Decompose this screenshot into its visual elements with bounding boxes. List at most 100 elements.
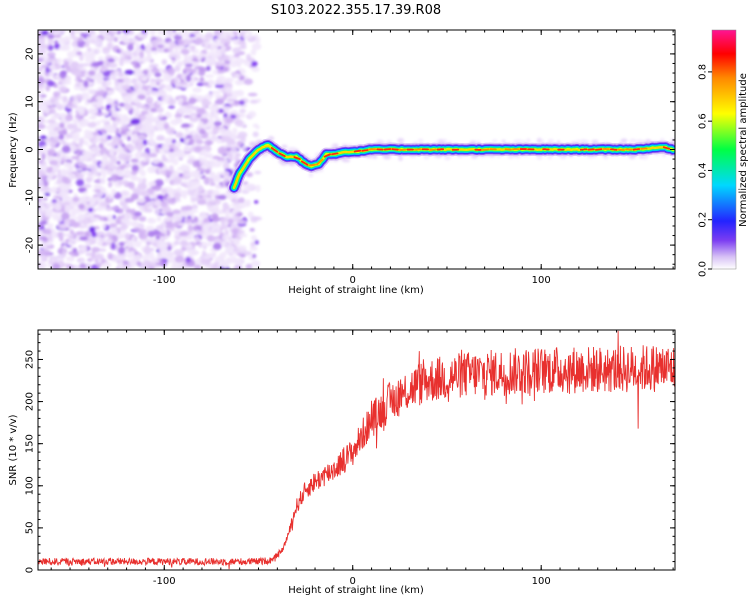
noise-speckle — [84, 140, 89, 146]
noise-speckle — [131, 170, 138, 176]
noise-speckle — [157, 44, 165, 49]
noise-speckle — [249, 228, 255, 232]
noise-speckle — [184, 55, 189, 61]
noise-speckle — [126, 143, 133, 149]
noise-speckle — [149, 137, 154, 143]
noise-speckle — [214, 83, 225, 89]
noise-speckle — [46, 80, 55, 87]
noise-speckle — [124, 170, 132, 177]
noise-speckle — [81, 63, 91, 67]
noise-speckle — [103, 160, 112, 165]
colorbar-ticks: 0.0 0.2 0.4 0.6 0.8 — [698, 64, 712, 277]
noise-speckle — [222, 162, 230, 170]
noise-speckle — [157, 233, 166, 237]
noise-speckle — [88, 70, 96, 76]
noise-speckle — [75, 231, 86, 236]
noise-speckle — [140, 190, 150, 197]
noise-speckle — [163, 169, 173, 177]
ridge-core-segment — [579, 148, 588, 151]
noise-speckle — [161, 30, 171, 37]
noise-speckle — [166, 67, 176, 75]
noise-speckle — [52, 165, 59, 173]
noise-speckle — [130, 60, 139, 66]
noise-speckle — [40, 187, 50, 192]
noise-speckle — [111, 71, 119, 75]
noise-speckle — [64, 155, 70, 160]
noise-speckle — [196, 82, 204, 87]
noise-speckle — [111, 188, 117, 196]
noise-speckle — [95, 95, 105, 102]
colorbar-tick-label: 0.4 — [698, 162, 709, 178]
colorbar-frame — [711, 29, 737, 270]
noise-speckle — [217, 69, 225, 74]
noise-speckle — [174, 141, 182, 148]
noise-speckle — [84, 56, 95, 63]
snr-xtick-label: 0 — [350, 576, 356, 587]
noise-speckle — [78, 154, 89, 162]
noise-speckle — [39, 204, 46, 212]
noise-speckle — [83, 43, 90, 48]
noise-speckle — [168, 52, 177, 58]
noise-speckle — [209, 171, 216, 178]
noise-speckle — [142, 177, 147, 185]
noise-speckle — [173, 76, 180, 84]
noise-speckle — [146, 96, 153, 102]
snr-ytick-label: 50 — [25, 522, 36, 535]
noise-speckle — [184, 63, 194, 67]
noise-speckle — [192, 87, 202, 93]
noise-speckle — [167, 84, 173, 92]
noise-speckle — [88, 207, 94, 213]
noise-speckle — [75, 167, 84, 172]
noise-speckle — [50, 256, 56, 263]
noise-speckle — [234, 155, 240, 162]
noise-speckle — [193, 235, 201, 242]
noise-speckle — [188, 249, 199, 257]
noise-speckle — [111, 214, 117, 220]
noise-speckle — [214, 137, 221, 142]
noise-speckle — [162, 48, 171, 53]
noise-speckle — [111, 105, 116, 113]
noise-speckle — [144, 46, 152, 55]
noise-speckle — [149, 255, 156, 261]
noise-speckle — [91, 33, 98, 41]
noise-speckle — [78, 36, 84, 42]
noise-speckle — [118, 241, 125, 247]
noise-speckle — [224, 172, 230, 177]
noise-speckle — [200, 211, 207, 219]
noise-speckle — [108, 62, 118, 69]
noise-speckle — [206, 57, 212, 64]
noise-speckle — [85, 252, 94, 257]
noise-speckle — [132, 115, 139, 120]
noise-speckle — [155, 146, 160, 154]
noise-speckle — [201, 148, 207, 157]
noise-speckle — [75, 82, 82, 87]
noise-speckle — [41, 30, 49, 36]
noise-speckle — [81, 92, 91, 97]
noise-speckle — [228, 155, 233, 162]
noise-speckle — [232, 127, 238, 135]
noise-speckle — [148, 102, 154, 108]
noise-speckle — [133, 127, 138, 133]
noise-speckle — [81, 183, 92, 189]
noise-speckle — [247, 110, 257, 118]
noise-speckle — [98, 60, 104, 66]
noise-speckle — [122, 179, 128, 186]
noise-speckle — [86, 36, 94, 42]
noise-speckle — [57, 223, 67, 230]
noise-speckle — [231, 209, 238, 215]
noise-speckle — [83, 80, 89, 88]
noise-speckle — [121, 153, 132, 161]
noise-speckle — [140, 110, 149, 115]
noise-speckle — [53, 128, 59, 132]
noise-speckle — [250, 216, 258, 223]
noise-speckle — [149, 30, 156, 36]
noise-speckle — [178, 97, 184, 103]
noise-speckle — [40, 197, 45, 205]
noise-speckle — [125, 219, 132, 227]
noise-speckle — [98, 67, 109, 72]
noise-speckle — [137, 160, 143, 168]
ridge-core-segment — [594, 148, 603, 151]
noise-speckle — [77, 79, 84, 83]
noise-speckle — [143, 246, 151, 255]
ridge-halo-speckle — [516, 139, 523, 143]
